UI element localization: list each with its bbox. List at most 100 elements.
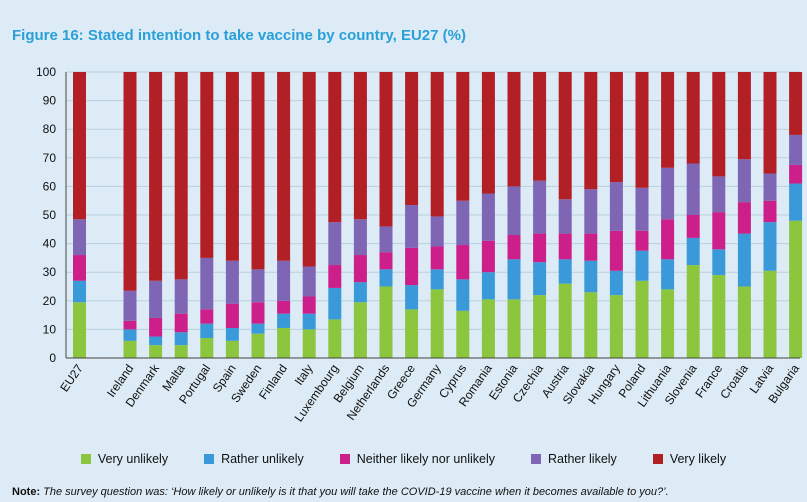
legend-item-very-unlikely: Very unlikely xyxy=(80,452,169,466)
bar-segment xyxy=(123,320,137,330)
bar-segment xyxy=(123,290,137,321)
bar-segment xyxy=(200,309,214,324)
bar-stack-sweden xyxy=(251,72,265,358)
y-tick-label: 70 xyxy=(43,151,57,165)
bar-segment xyxy=(507,72,521,187)
footnote: Note: The survey question was: ‘How like… xyxy=(12,486,807,498)
bar-segment xyxy=(763,173,777,201)
bar-stack-france xyxy=(712,72,726,358)
bar-segment xyxy=(277,72,291,261)
bar-segment xyxy=(251,269,265,303)
bar-segment xyxy=(584,72,598,190)
bar-segment xyxy=(353,302,367,358)
bar-segment xyxy=(789,134,803,165)
bar-stack-croatia xyxy=(737,72,751,358)
bar-segment xyxy=(635,72,649,188)
bar-segment xyxy=(481,240,495,273)
bar-stack-germany xyxy=(430,72,444,358)
y-tick-label: 100 xyxy=(36,65,56,79)
bar-segment xyxy=(353,282,367,303)
bar-stack-bulgaria xyxy=(789,72,803,358)
bar-stack-italy xyxy=(302,72,316,358)
bar-segment xyxy=(737,233,751,287)
bar-segment xyxy=(405,204,419,248)
bar-segment xyxy=(302,296,316,314)
bar-segment xyxy=(200,323,214,338)
bar-segment xyxy=(430,216,444,247)
bar-segment xyxy=(661,289,675,358)
legend-swatch xyxy=(652,454,663,464)
bar-segment xyxy=(712,176,726,213)
bar-segment xyxy=(73,72,86,220)
bar-segment xyxy=(149,317,163,337)
legend-swatch xyxy=(339,454,350,464)
bar-segment xyxy=(405,309,419,358)
bar-segment xyxy=(609,295,623,358)
legend-label: Neither likely nor unlikely xyxy=(356,452,496,466)
bar-segment xyxy=(737,159,751,203)
bar-segment xyxy=(200,72,214,258)
stacked-bar-chart: 0 10 20 30 40 50 60 70 80 90 100 EU27 IrelandDenmar… xyxy=(36,65,803,424)
bar-segment xyxy=(609,230,623,271)
legend-label: Very unlikely xyxy=(97,452,169,466)
y-tick-label: 80 xyxy=(43,122,57,136)
y-tick-label: 20 xyxy=(43,294,57,308)
bar-segment xyxy=(123,329,137,341)
bar-segment xyxy=(73,280,86,303)
bar-segment xyxy=(661,167,675,220)
bar-segment xyxy=(251,302,265,324)
bar-segment xyxy=(456,72,470,201)
bar-segment xyxy=(558,283,572,358)
bar-segment xyxy=(200,337,214,358)
bar-segment xyxy=(73,219,86,256)
bar-segment xyxy=(430,289,444,358)
bar-stack-spain xyxy=(225,72,239,358)
bar-segment xyxy=(737,286,751,358)
bar-segment xyxy=(481,272,495,300)
bar-segment xyxy=(635,250,649,281)
y-tick-label: 60 xyxy=(43,179,57,193)
bar-segment xyxy=(353,255,367,283)
bar-segment xyxy=(763,72,777,174)
bar-segment xyxy=(174,332,188,346)
bar-segment xyxy=(405,247,419,286)
bar-segment xyxy=(456,245,470,280)
legend-item-rather-likely: Rather likely xyxy=(531,452,617,466)
bar-segment xyxy=(123,340,137,358)
legend-swatch xyxy=(531,454,542,464)
bar-segment xyxy=(251,72,265,270)
bar-segment xyxy=(123,72,137,291)
bar-stack-cyprus xyxy=(456,72,470,358)
legend-label: Very likely xyxy=(669,452,727,466)
bar-stack-austria xyxy=(558,72,572,358)
bar-segment xyxy=(712,72,726,177)
bar-segment xyxy=(328,287,342,320)
bar-segment xyxy=(225,260,239,304)
bar-segment xyxy=(635,280,649,358)
bar-segment xyxy=(225,327,239,341)
bar-stack-belgium xyxy=(353,72,367,358)
bar-segment xyxy=(328,265,342,288)
legend-label: Rather unlikely xyxy=(221,452,304,466)
chart-title: Figure 16: Stated intention to take vacc… xyxy=(12,27,466,44)
bar-segment xyxy=(533,262,547,296)
bar-segment xyxy=(456,279,470,311)
bar-segment xyxy=(225,303,239,328)
bar-stack-ireland xyxy=(123,72,137,358)
bar-stack-malta xyxy=(174,72,188,358)
bar-stack-greece xyxy=(405,72,419,358)
bar-segment xyxy=(149,72,163,281)
bar-segment xyxy=(379,269,393,287)
bar-segment xyxy=(686,163,700,215)
x-tick-label: Croatia xyxy=(717,361,751,401)
bar-stack-latvia xyxy=(763,72,777,358)
bar-segment xyxy=(456,200,470,246)
x-axis-labels: EU27 IrelandDenmarkMaltaPortugalSpainSwed… xyxy=(57,361,802,424)
bar-segment xyxy=(200,257,214,310)
bar-segment xyxy=(635,230,649,251)
bar-segment xyxy=(302,329,316,358)
y-tick-label: 90 xyxy=(43,94,57,108)
axes xyxy=(65,72,800,359)
bar-segment xyxy=(73,255,86,281)
bar-stack-hungary xyxy=(609,72,623,358)
